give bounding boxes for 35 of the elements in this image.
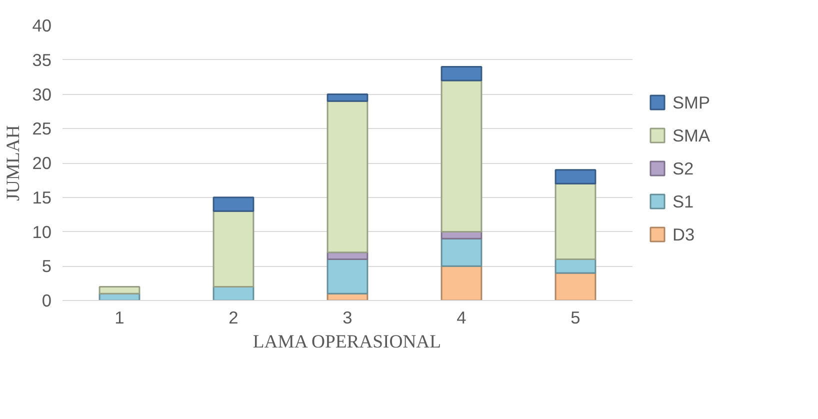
y-tick-label: 30: [32, 84, 52, 104]
bar: [326, 258, 368, 294]
legend-label: SMA: [672, 126, 710, 146]
bar: [554, 182, 596, 260]
legend-label: D3: [672, 224, 695, 244]
x-tick-label: 3: [342, 308, 352, 328]
bar: [212, 210, 254, 288]
bar: [326, 94, 368, 102]
legend-label: S2: [672, 158, 694, 178]
y-tick-label: 40: [32, 16, 52, 36]
bar: [440, 66, 482, 82]
bar: [554, 272, 596, 300]
legend-label: SMP: [672, 92, 710, 112]
x-tick-label: 1: [114, 308, 124, 328]
bar: [440, 238, 482, 267]
legend-label: S1: [672, 192, 694, 212]
y-tick-label: 35: [32, 50, 52, 70]
y-axis-title: JUMLAH: [3, 125, 24, 201]
y-tick-label: 5: [42, 256, 52, 276]
x-axis-title: LAMA OPERASIONAL: [252, 332, 442, 352]
bar: [98, 286, 140, 294]
y-tick-label: 0: [42, 290, 52, 310]
bar: [554, 169, 596, 184]
bar: [212, 196, 254, 212]
bar: [440, 80, 482, 232]
y-tick-label: 25: [32, 118, 52, 139]
x-tick-label: 5: [570, 308, 580, 328]
y-tick-label: 20: [32, 153, 52, 173]
bar: [554, 258, 596, 274]
bar: [326, 100, 368, 254]
y-tick-label: 15: [32, 187, 52, 208]
bar: [440, 265, 482, 300]
x-tick-label: 4: [456, 308, 467, 328]
y-tick-label: 10: [32, 222, 52, 242]
x-tick-label: 2: [228, 308, 238, 328]
